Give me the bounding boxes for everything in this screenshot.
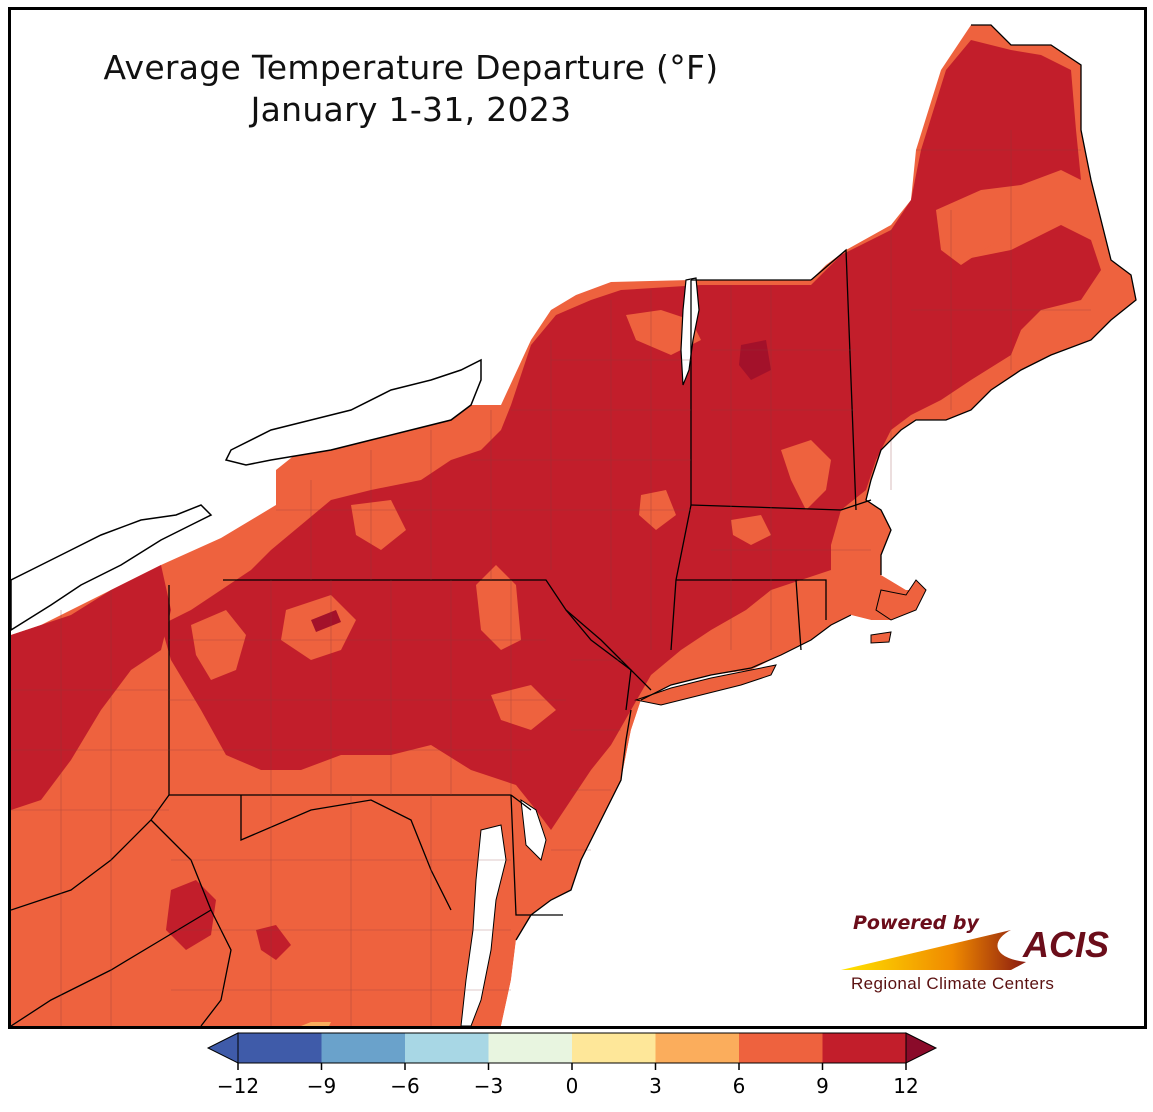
regional-climate-centers-label: Regional Climate Centers — [851, 974, 1055, 993]
legend-under-arrow — [206, 1032, 239, 1064]
legend-swatch — [572, 1033, 656, 1063]
extreme-spot-pa — [311, 610, 341, 632]
legend-tick-label: −3 — [474, 1074, 503, 1098]
acis-brand-text: ACIS — [1023, 924, 1110, 965]
temperature-map — [11, 24, 1144, 1026]
map-frame: Average Temperature Departure (°F) Janua… — [8, 7, 1147, 1029]
warm-pocket-nh — [781, 440, 831, 510]
legend-tick-label: 0 — [566, 1074, 579, 1098]
mild-strip-va — [301, 1022, 331, 1026]
legend-swatch — [321, 1033, 405, 1063]
land-region-hot-wv — [166, 880, 216, 950]
acis-logo: Powered by ACIS Regional Climate Centers — [841, 908, 1131, 1003]
legend-tick-label: 9 — [816, 1074, 829, 1098]
color-legend: −12 −9 −6 −3 0 3 6 9 12 — [206, 1032, 938, 1098]
legend-tick-label: 12 — [893, 1074, 918, 1098]
powered-by-label: Powered by — [853, 912, 979, 934]
long-island-sound-shore — [640, 614, 852, 701]
land-region-hot-west — [11, 565, 171, 810]
legend-swatch — [488, 1033, 572, 1063]
county-borders — [11, 130, 1091, 1026]
coastline-south — [515, 709, 632, 941]
legend-swatch — [655, 1033, 739, 1063]
map-title: Average Temperature Departure (°F) — [103, 48, 719, 87]
land-region-hot-va — [256, 925, 291, 960]
warm-pocket-pa — [476, 565, 521, 650]
legend-over-arrow — [905, 1032, 938, 1064]
atlantic-ocean — [501, 310, 1144, 1026]
legend-swatch — [238, 1033, 322, 1063]
marthas-vineyard — [870, 631, 892, 644]
legend-swatch — [822, 1033, 906, 1063]
lake-erie — [11, 504, 213, 631]
land-region-hot — [161, 40, 1101, 830]
lake-ontario — [224, 358, 482, 466]
warm-pocket-ny — [351, 500, 406, 550]
legend-tick-label: −9 — [307, 1074, 336, 1098]
legend-swatch — [739, 1033, 823, 1063]
coastline — [865, 24, 1137, 575]
legend-swatch — [405, 1033, 489, 1063]
legend-tick-label: −12 — [217, 1074, 259, 1098]
warm-pocket-pa4 — [491, 685, 556, 730]
warm-pocket-me — [936, 170, 1081, 265]
delaware-bay — [520, 798, 547, 861]
lake-champlain — [680, 277, 700, 386]
legend-tick-label: 6 — [733, 1074, 746, 1098]
chesapeake-bay — [460, 824, 507, 1026]
long-island — [634, 664, 777, 706]
map-subtitle-date-range: January 1-31, 2023 — [250, 90, 572, 129]
acis-swoosh-icon — [841, 930, 1026, 970]
warm-pocket-ma — [731, 515, 771, 545]
legend-tick-label: 3 — [649, 1074, 662, 1098]
cape-cod — [875, 579, 927, 621]
legend-tick-label: −6 — [390, 1074, 419, 1098]
warm-pocket-pa3 — [191, 610, 246, 680]
